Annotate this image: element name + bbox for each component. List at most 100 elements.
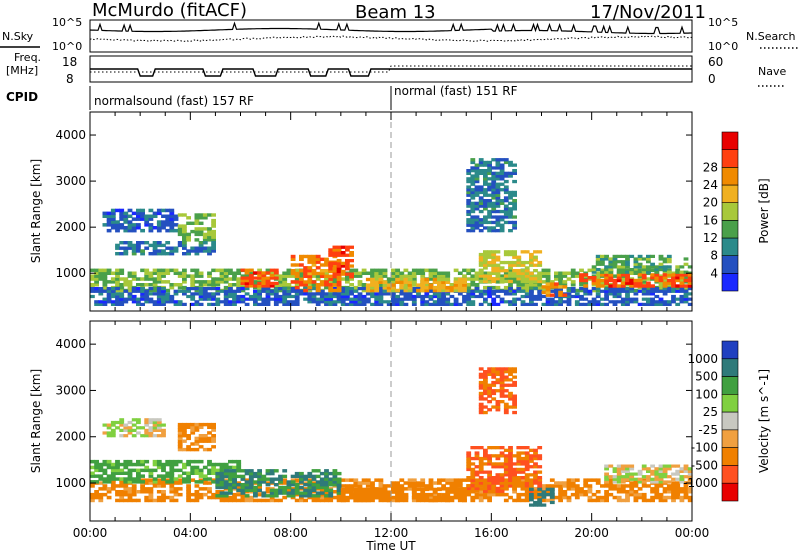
- heatmap-cell: [353, 300, 359, 304]
- heatmap-cell: [554, 274, 559, 278]
- heatmap-cell: [512, 498, 517, 503]
- heatmap-cell: [625, 498, 630, 503]
- heatmap-cell: [554, 271, 559, 275]
- heatmap-cell: [457, 292, 463, 296]
- heatmap-cell: [182, 285, 187, 290]
- heatmap-cell: [94, 468, 99, 473]
- heatmap-cell: [340, 297, 346, 301]
- heatmap-cell: [336, 495, 342, 500]
- heatmap-cell: [94, 274, 99, 278]
- heatmap-cell: [198, 294, 204, 299]
- heatmap-cell: [612, 292, 618, 296]
- heatmap-cell: [156, 277, 162, 281]
- heatmap-cell: [416, 496, 421, 500]
- heatmap-cell: [253, 494, 258, 498]
- heatmap-cell: [136, 426, 141, 430]
- heatmap-cell: [127, 280, 133, 284]
- heatmap-cell: [574, 484, 580, 488]
- heatmap-cell: [428, 495, 434, 500]
- heatmap-cell: [161, 220, 166, 224]
- heatmap-cell: [503, 199, 509, 203]
- heatmap-cell: [165, 474, 171, 478]
- cpid-segment-2: normal (fast) 151 RF: [394, 84, 518, 98]
- heatmap-cell: [658, 268, 664, 272]
- heatmap-cell: [529, 277, 534, 281]
- heatmap-cell: [211, 436, 216, 441]
- heatmap-cell: [357, 294, 363, 299]
- heatmap-cell: [666, 300, 672, 304]
- heatmap-cell: [499, 394, 505, 398]
- heatmap-cell: [491, 266, 497, 270]
- heatmap-cell: [257, 483, 262, 487]
- heatmap-cell: [420, 492, 426, 497]
- heatmap-cell: [483, 285, 488, 290]
- heatmap-cell: [94, 271, 99, 275]
- heatmap-cell: [587, 302, 593, 306]
- heatmap-cell: [457, 280, 463, 284]
- heatmap-cell: [487, 169, 492, 173]
- heatmap-cell: [583, 292, 589, 296]
- heatmap-cell: [491, 166, 497, 170]
- heatmap-cell: [186, 436, 191, 441]
- heatmap-cell: [328, 283, 334, 287]
- heatmap-cell: [650, 273, 655, 277]
- heatmap-cell: [600, 254, 605, 258]
- heatmap-cell: [487, 302, 492, 306]
- heatmap-cell: [474, 451, 480, 455]
- heatmap-cell: [516, 462, 522, 466]
- heatmap-cell: [629, 492, 635, 497]
- heatmap-cell: [278, 300, 283, 304]
- heatmap-cell: [278, 474, 283, 479]
- heatmap-cell: [123, 211, 129, 216]
- heatmap-cell: [194, 287, 200, 291]
- heatmap-cell: [386, 292, 392, 296]
- heatmap-cell: [470, 456, 476, 461]
- heatmap-cell: [98, 302, 104, 306]
- heatmap-cell: [278, 277, 283, 281]
- heatmap-cell: [336, 292, 342, 296]
- heatmap-cell: [248, 471, 254, 476]
- heatmap-cell: [441, 478, 446, 482]
- heatmap-cell: [474, 470, 480, 474]
- heatmap-cell: [207, 487, 212, 491]
- heatmap-cell: [520, 484, 526, 488]
- heatmap-cell: [483, 489, 488, 493]
- heatmap-cell: [478, 459, 484, 463]
- heatmap-cell: [211, 246, 216, 250]
- heatmap-cell: [257, 302, 262, 306]
- heatmap-cell: [244, 498, 250, 503]
- heatmap-cell: [207, 283, 212, 287]
- heatmap-cell: [257, 294, 262, 299]
- heatmap-cell: [675, 469, 681, 473]
- heatmap-cell: [290, 294, 296, 299]
- heatmap-cell: [395, 294, 400, 299]
- heatmap-cell: [558, 283, 563, 287]
- heatmap-cell: [466, 484, 472, 488]
- heatmap-cell: [524, 250, 530, 254]
- colorbar-tick-label: -25: [698, 423, 718, 437]
- heatmap-cell: [416, 493, 421, 497]
- heatmap-cell: [441, 286, 446, 290]
- heatmap-cell: [177, 283, 183, 287]
- heatmap-cell: [516, 280, 522, 284]
- heatmap-cell: [156, 478, 162, 482]
- heatmap-cell: [570, 280, 576, 284]
- heatmap-cell: [612, 281, 618, 285]
- heatmap-cell: [529, 302, 534, 306]
- heatmap-cell: [403, 302, 409, 306]
- heatmap-cell: [324, 257, 329, 261]
- heatmap-cell: [516, 260, 522, 265]
- heatmap-cell: [503, 486, 509, 491]
- heatmap-cell: [646, 498, 651, 503]
- heatmap-cell: [161, 287, 166, 291]
- heatmap-cell: [136, 249, 141, 253]
- heatmap-cell: [98, 277, 104, 281]
- heatmap-cell: [491, 389, 497, 393]
- heatmap-cell: [483, 160, 488, 165]
- heatmap-cell: [616, 469, 622, 473]
- heatmap-cell: [508, 454, 513, 458]
- heatmap-cell: [253, 471, 258, 476]
- heatmap-cell: [144, 277, 150, 281]
- heatmap-cell: [495, 215, 501, 219]
- heatmap-cell: [524, 274, 530, 278]
